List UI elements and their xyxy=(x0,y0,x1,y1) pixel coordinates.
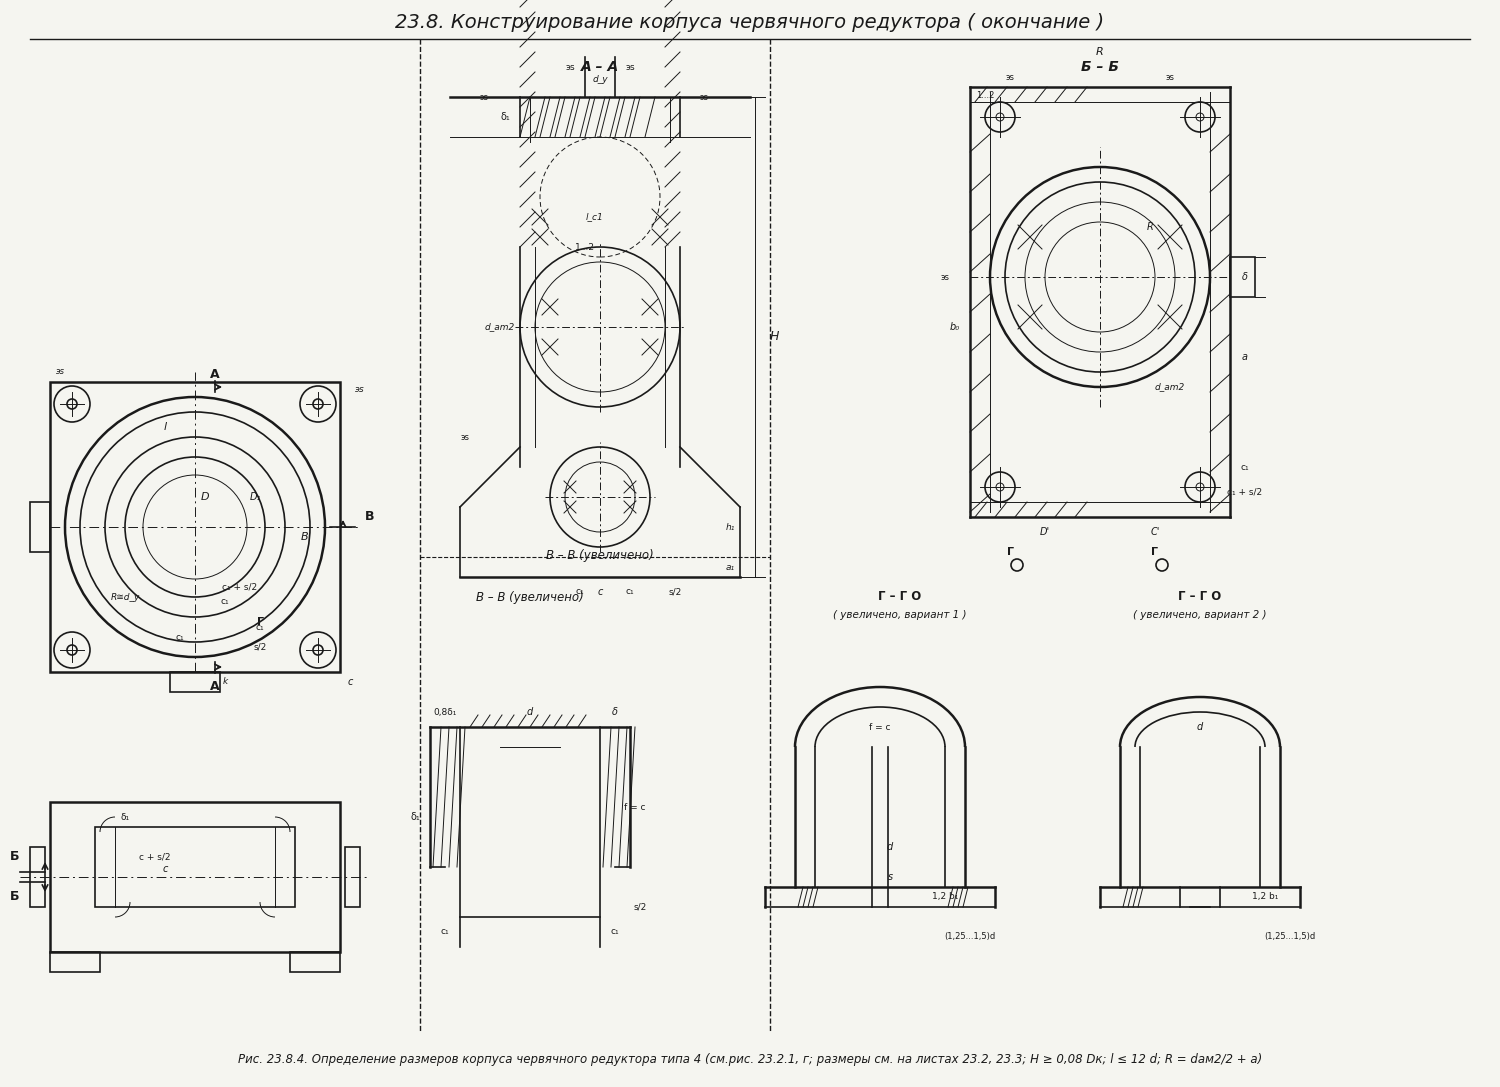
Bar xyxy=(30,502,50,552)
Text: D: D xyxy=(201,492,210,502)
Text: l_c1: l_c1 xyxy=(586,212,604,222)
Text: f = c: f = c xyxy=(624,802,645,812)
Text: В – В (увеличено): В – В (увеличено) xyxy=(546,549,654,562)
Bar xyxy=(170,672,220,692)
Text: Г: Г xyxy=(1152,547,1158,557)
Text: H: H xyxy=(770,330,780,343)
Text: c: c xyxy=(348,677,352,687)
Text: d_am2: d_am2 xyxy=(1155,383,1185,391)
Text: s: s xyxy=(888,872,892,882)
Text: Б – Б: Б – Б xyxy=(1082,60,1119,74)
Bar xyxy=(345,847,360,907)
Text: 1...2: 1...2 xyxy=(574,242,596,251)
Text: (1,25...1,5)d: (1,25...1,5)d xyxy=(1264,933,1316,941)
Text: R: R xyxy=(1096,47,1104,57)
Text: s/2: s/2 xyxy=(633,902,646,912)
Text: 1,2 b₁: 1,2 b₁ xyxy=(932,892,958,901)
Text: d: d xyxy=(1197,722,1203,732)
Text: ( увеличено, вариант 2 ): ( увеличено, вариант 2 ) xyxy=(1134,610,1266,620)
Text: эs: эs xyxy=(480,92,489,101)
Text: Г: Г xyxy=(1007,547,1014,557)
Text: R: R xyxy=(1146,222,1154,232)
Text: d: d xyxy=(886,842,892,852)
Text: эs: эs xyxy=(460,433,470,441)
Text: В – В (увеличено): В – В (увеличено) xyxy=(476,590,584,603)
Text: l: l xyxy=(164,422,166,432)
Text: a₁: a₁ xyxy=(726,562,735,572)
Text: эs: эs xyxy=(940,273,950,282)
Text: D': D' xyxy=(1040,527,1050,537)
Text: c₁: c₁ xyxy=(441,927,450,937)
Text: c₁: c₁ xyxy=(610,927,620,937)
Text: A: A xyxy=(210,680,220,694)
Bar xyxy=(50,382,340,672)
Text: s/2: s/2 xyxy=(669,587,681,597)
Text: эs: эs xyxy=(1005,73,1014,82)
Text: d_am2: d_am2 xyxy=(484,323,514,332)
Bar xyxy=(50,802,340,952)
Text: c₁: c₁ xyxy=(576,587,585,597)
Text: Г: Г xyxy=(256,617,264,627)
Text: c: c xyxy=(162,864,168,874)
Text: c₁ + s/2: c₁ + s/2 xyxy=(222,583,258,591)
Text: C': C' xyxy=(1150,527,1160,537)
Text: 1...2: 1...2 xyxy=(976,90,994,100)
Text: эs: эs xyxy=(626,62,634,72)
Text: d_y: d_y xyxy=(592,75,608,84)
Text: Б: Б xyxy=(10,850,20,863)
Text: a: a xyxy=(1242,352,1248,362)
Text: s/2: s/2 xyxy=(254,642,267,651)
Text: δ: δ xyxy=(1242,272,1248,282)
Text: Г – Г О: Г – Г О xyxy=(879,590,921,603)
Text: c₁: c₁ xyxy=(176,633,184,641)
Text: d: d xyxy=(526,707,532,717)
Text: c₁: c₁ xyxy=(626,587,634,597)
Text: B: B xyxy=(366,511,375,524)
Text: R≅d_y: R≅d_y xyxy=(111,592,140,601)
Text: (1,25...1,5)d: (1,25...1,5)d xyxy=(945,933,996,941)
Text: k: k xyxy=(222,677,228,687)
Text: c₁: c₁ xyxy=(1240,462,1250,472)
Text: f = c: f = c xyxy=(870,723,891,732)
Text: 23.8. Конструирование корпуса червячного редуктора ( окончание ): 23.8. Конструирование корпуса червячного… xyxy=(396,12,1104,32)
Text: c: c xyxy=(597,587,603,597)
Text: 0,8δ₁: 0,8δ₁ xyxy=(433,708,456,716)
Text: δ₁: δ₁ xyxy=(410,812,420,822)
Text: c₁ + s/2: c₁ + s/2 xyxy=(1227,487,1263,497)
Bar xyxy=(50,952,100,972)
Bar xyxy=(1230,257,1256,297)
Text: B: B xyxy=(302,532,309,542)
Bar xyxy=(30,847,45,907)
Text: c₁: c₁ xyxy=(255,623,264,632)
Text: h₁: h₁ xyxy=(726,523,735,532)
Text: эs: эs xyxy=(566,62,574,72)
Text: А – А: А – А xyxy=(580,60,620,74)
Text: D₁: D₁ xyxy=(249,492,261,502)
Text: c₁: c₁ xyxy=(220,598,230,607)
Text: ( увеличено, вариант 1 ): ( увеличено, вариант 1 ) xyxy=(834,610,966,620)
Text: эs: эs xyxy=(1166,73,1174,82)
Text: эs: эs xyxy=(356,386,364,395)
Text: Г – Г О: Г – Г О xyxy=(1179,590,1221,603)
Text: b₀: b₀ xyxy=(950,322,960,332)
Text: δ₁: δ₁ xyxy=(500,112,510,122)
Text: эs: эs xyxy=(700,92,709,101)
Bar xyxy=(290,952,340,972)
Text: Рис. 23.8.4. Определение размеров корпуса червячного редуктора типа 4 (см.рис. 2: Рис. 23.8.4. Определение размеров корпус… xyxy=(238,1052,1262,1065)
Text: c + s/2: c + s/2 xyxy=(140,852,171,862)
Text: 1,2 b₁: 1,2 b₁ xyxy=(1252,892,1278,901)
Text: Б: Б xyxy=(10,890,20,903)
Text: δ: δ xyxy=(612,707,618,717)
Text: эs: эs xyxy=(56,367,64,376)
Bar xyxy=(94,827,296,907)
Text: δ₁: δ₁ xyxy=(120,812,129,822)
Text: A: A xyxy=(210,368,220,382)
